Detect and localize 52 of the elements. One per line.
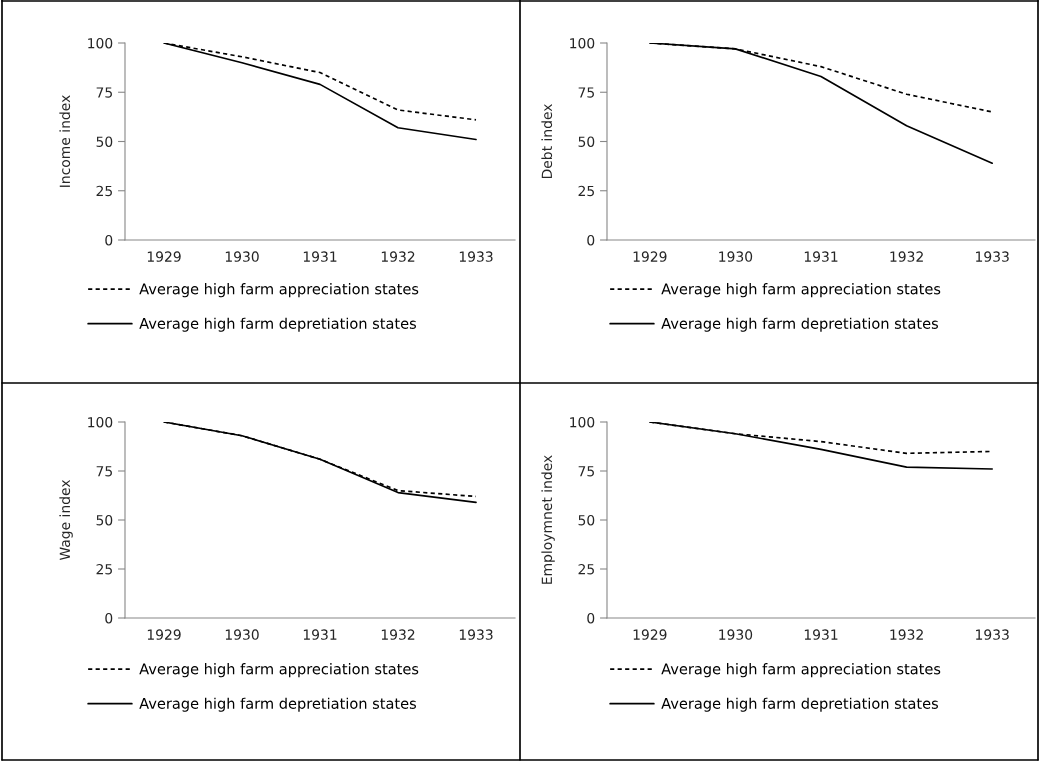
y-tick-label: 75: [96, 466, 112, 477]
x-tick-label: 1929: [147, 251, 181, 262]
x-tick-label: 1931: [804, 629, 838, 640]
x-tick-label: 1929: [147, 629, 181, 640]
y-tick-label: 50: [578, 136, 595, 147]
legend-label: Average high farm appreciation states: [661, 663, 941, 678]
x-tick-label: 1931: [303, 629, 337, 640]
y-tick-label: 25: [96, 185, 112, 197]
y-axis-title: Wage index: [59, 479, 73, 561]
legend-label: Average high farm depretiation states: [139, 697, 416, 712]
y-tick-label: 0: [587, 234, 595, 246]
x-tick-label: 1932: [381, 629, 415, 640]
y-tick-label: 100: [570, 37, 595, 49]
y-tick-label: 75: [578, 87, 594, 98]
x-tick-label: 1933: [459, 629, 493, 640]
y-tick-label: 75: [578, 466, 594, 477]
legend-label: Average high farm appreciation states: [139, 283, 419, 298]
x-tick-label: 1929: [633, 251, 667, 262]
x-tick-label: 1932: [890, 251, 923, 262]
legend-label: Average high farm depretiation states: [661, 317, 938, 332]
x-tick-label: 1933: [459, 251, 493, 262]
x-tick-label: 1933: [976, 251, 1009, 262]
y-tick-label: 50: [96, 514, 113, 526]
x-tick-label: 1932: [890, 629, 923, 640]
y-tick-label: 0: [105, 234, 113, 246]
y-axis-title: Employmnet index: [541, 455, 555, 584]
y-tick-label: 0: [105, 612, 113, 624]
x-tick-label: 1933: [976, 629, 1009, 640]
x-tick-label: 1929: [633, 629, 667, 640]
y-axis-title: Debt index: [541, 104, 553, 179]
x-tick-label: 1930: [719, 251, 753, 262]
x-tick-label: 1930: [225, 629, 259, 640]
y-tick-label: 75: [96, 87, 112, 98]
x-tick-label: 1930: [225, 251, 259, 262]
y-tick-label: 100: [88, 416, 113, 428]
y-axis-title: Income index: [59, 95, 71, 187]
legend-label: Average high farm depretiation states: [139, 317, 416, 332]
legend-label: Average high farm depretiation states: [661, 697, 938, 712]
x-tick-label: 1931: [303, 251, 337, 262]
y-tick-label: 100: [88, 37, 113, 49]
y-tick-label: 25: [96, 563, 112, 575]
y-tick-label: 100: [570, 416, 595, 428]
legend-label: Average high farm appreciation states: [661, 283, 941, 298]
y-tick-label: 50: [578, 514, 595, 526]
y-tick-label: 25: [578, 563, 594, 575]
y-tick-label: 50: [96, 136, 113, 147]
legend-label: Average high farm appreciation states: [139, 663, 419, 678]
y-tick-label: 0: [587, 612, 595, 624]
x-tick-label: 1932: [381, 251, 415, 262]
y-tick-label: 25: [578, 185, 594, 197]
x-tick-label: 1930: [719, 629, 753, 640]
x-tick-label: 1931: [804, 251, 838, 262]
